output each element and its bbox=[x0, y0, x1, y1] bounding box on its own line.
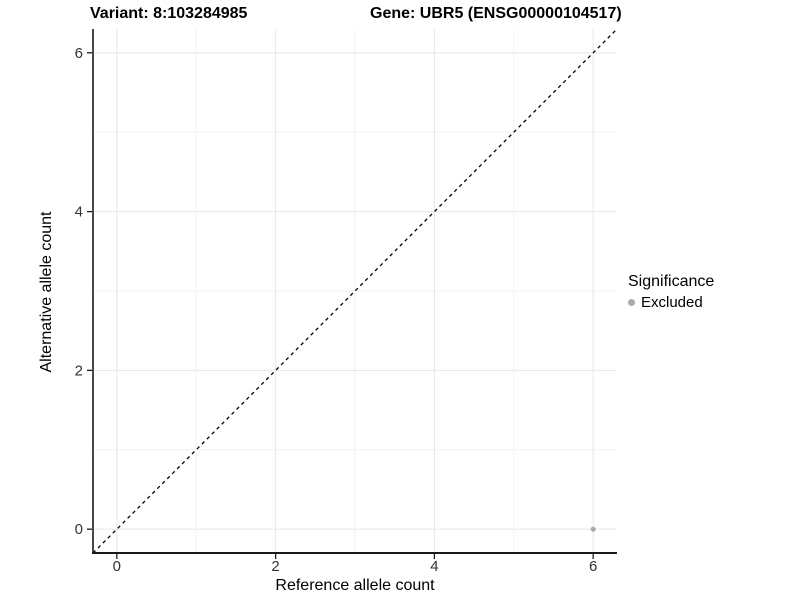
legend-item: Excluded bbox=[628, 294, 714, 311]
x-tick-label: 2 bbox=[271, 558, 279, 575]
identity-line bbox=[92, 28, 618, 554]
x-tick-label: 4 bbox=[430, 558, 438, 575]
legend-title: Significance bbox=[628, 273, 715, 290]
y-axis-title: Alternative allele count bbox=[38, 211, 55, 373]
x-tick-label: 6 bbox=[589, 558, 597, 575]
y-tick-label: 0 bbox=[75, 521, 83, 538]
variant-title: Variant: 8:103284985 bbox=[90, 5, 248, 22]
y-tick-label: 2 bbox=[75, 362, 83, 379]
gene-title: Gene: UBR5 (ENSG00000104517) bbox=[370, 5, 622, 22]
legend: Significance Excluded bbox=[628, 273, 714, 311]
x-tick-label: 0 bbox=[113, 558, 121, 575]
x-axis-title: Reference allele count bbox=[275, 577, 435, 594]
y-tick-label: 6 bbox=[75, 45, 83, 62]
legend-point-icon bbox=[628, 299, 635, 306]
y-tick-label: 4 bbox=[75, 204, 83, 221]
legend-item-label: Excluded bbox=[641, 294, 703, 311]
data-point bbox=[590, 526, 596, 532]
